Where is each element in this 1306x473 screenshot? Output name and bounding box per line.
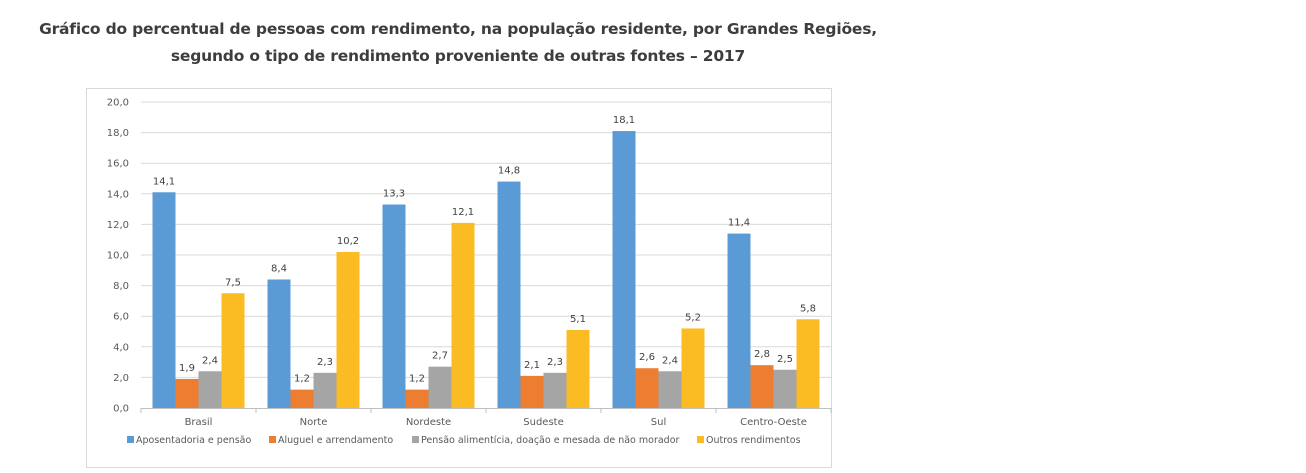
bar	[773, 369, 797, 408]
bar	[750, 365, 774, 408]
bar	[635, 368, 659, 408]
data-label: 5,1	[570, 314, 586, 325]
chart-frame	[86, 88, 832, 468]
y-tick-label: 10,0	[107, 251, 129, 262]
legend-label: Aposentadoria e pensão	[136, 435, 251, 446]
data-label: 2,7	[432, 351, 448, 362]
legend-swatch	[697, 436, 704, 443]
data-label: 13,3	[383, 189, 405, 200]
data-label: 5,8	[800, 303, 816, 314]
data-label: 5,2	[685, 312, 701, 323]
bar	[796, 319, 820, 408]
legend: Aposentadoria e pensão Aluguel e arrendam…	[127, 435, 801, 446]
legend-swatch	[412, 436, 419, 443]
y-tick-label: 20,0	[107, 98, 129, 109]
y-tick-label: 16,0	[107, 159, 129, 170]
y-tick-label: 2,0	[113, 373, 129, 384]
bar	[336, 251, 360, 408]
legend-label: Pensão alimentícia, doação e mesada de n…	[421, 435, 680, 446]
bar	[612, 131, 636, 408]
category-label: Brasil	[185, 417, 213, 428]
y-tick-label: 8,0	[113, 281, 129, 292]
x-axis: Brasil Norte Nordeste Sudeste Sul Centro-Oest…	[140, 408, 832, 428]
bar	[221, 293, 245, 408]
bar	[198, 371, 222, 408]
bar	[681, 328, 705, 408]
y-tick-label: 12,0	[107, 220, 129, 231]
y-tick-label: 0,0	[113, 404, 129, 415]
bar	[520, 375, 544, 408]
data-label: 10,2	[337, 236, 359, 247]
chart-title-line-1: Gráfico do percentual de pessoas com ren…	[39, 20, 877, 38]
category-label: Norte	[300, 417, 328, 428]
y-tick-label: 18,0	[107, 128, 129, 139]
y-axis-ticks: 0,0 2,0 4,0 6,0 8,0 10,0 12,0 14,0 16,0 18,0 20,0	[107, 98, 129, 415]
category-label: Sul	[651, 417, 666, 428]
legend-label: Outros rendimentos	[706, 435, 801, 446]
y-tick-label: 6,0	[113, 312, 129, 323]
legend-swatch	[127, 436, 134, 443]
bar	[382, 204, 406, 408]
bar	[428, 366, 452, 408]
bar	[543, 372, 567, 408]
data-label: 1,2	[294, 374, 310, 385]
bar	[658, 371, 682, 408]
data-label: 1,2	[409, 374, 425, 385]
y-tick-label: 4,0	[113, 342, 129, 353]
bar	[451, 222, 475, 408]
data-label: 11,4	[728, 218, 750, 229]
data-label: 7,5	[225, 277, 241, 288]
bars	[152, 131, 820, 408]
bar	[313, 372, 337, 408]
bar	[497, 181, 521, 408]
category-label: Nordeste	[406, 417, 451, 428]
y-tick-label: 14,0	[107, 189, 129, 200]
legend-item: Aluguel e arrendamento	[269, 435, 393, 446]
bar	[405, 389, 429, 408]
data-label: 18,1	[613, 115, 635, 126]
data-label: 1,9	[179, 363, 195, 374]
legend-item: Aposentadoria e pensão	[127, 435, 251, 446]
bar	[152, 192, 176, 408]
data-label: 14,8	[498, 166, 520, 177]
bar	[267, 279, 291, 408]
data-label: 12,1	[452, 207, 474, 218]
data-label: 2,5	[777, 354, 793, 365]
data-label: 2,6	[639, 352, 655, 363]
legend-swatch	[269, 436, 276, 443]
data-label: 14,1	[153, 176, 175, 187]
legend-item: Pensão alimentícia, doação e mesada de n…	[412, 435, 680, 446]
data-label: 8,4	[271, 263, 287, 274]
bar	[566, 329, 590, 408]
data-label: 2,4	[662, 355, 678, 366]
chart-title-line-2: segundo o tipo de rendimento proveniente…	[170, 47, 746, 65]
data-label: 2,3	[317, 357, 333, 368]
category-label: Sudeste	[523, 417, 563, 428]
data-label: 2,1	[524, 360, 540, 371]
bar	[175, 378, 199, 408]
legend-label: Aluguel e arrendamento	[278, 435, 393, 446]
bar	[290, 389, 314, 408]
legend-item: Outros rendimentos	[697, 435, 801, 446]
data-label: 2,4	[202, 355, 218, 366]
category-label: Centro-Oeste	[740, 417, 807, 428]
data-label: 2,8	[754, 349, 770, 360]
gridlines	[141, 101, 831, 378]
data-label: 2,3	[547, 357, 563, 368]
bar	[727, 233, 751, 408]
data-labels: 14,1 1,9 2,4 7,5 8,4 1,2 2,3 10,2 13,3 1,2 2,7 12,1…	[153, 115, 816, 385]
